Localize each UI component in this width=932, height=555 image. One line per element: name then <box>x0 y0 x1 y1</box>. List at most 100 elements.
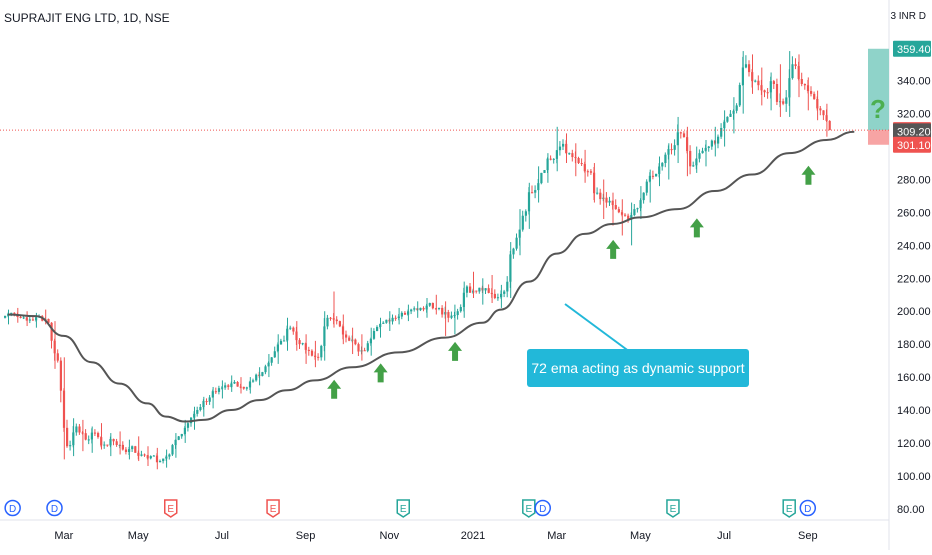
dividend-marker-icon[interactable]: D <box>4 499 21 517</box>
y-tick-label: 80.00 <box>897 504 925 516</box>
y-tick-label: 340.00 <box>897 76 931 88</box>
dividend-marker-icon[interactable]: D <box>534 499 551 517</box>
candle <box>819 105 822 116</box>
y-tick-label: 220.00 <box>897 273 931 285</box>
candle <box>534 185 537 199</box>
y-tick-label: 100.00 <box>897 471 931 483</box>
candle <box>338 320 341 328</box>
earnings-marker-icon[interactable]: E <box>666 499 680 518</box>
candle <box>822 110 825 120</box>
candle <box>524 209 527 222</box>
candle <box>28 317 31 324</box>
candle <box>273 346 276 358</box>
candle <box>115 438 118 447</box>
x-tick-label: Sep <box>296 530 316 542</box>
candle <box>772 79 775 90</box>
candle <box>97 431 100 439</box>
candle <box>4 315 7 319</box>
candle <box>655 173 658 177</box>
annotation-box[interactable] <box>527 349 749 387</box>
candle <box>31 316 35 321</box>
candle <box>69 440 72 451</box>
candle <box>645 179 648 196</box>
candle <box>152 454 155 457</box>
earnings-marker-icon[interactable]: E <box>522 499 536 518</box>
candle <box>679 131 682 139</box>
ema-72-line <box>7 130 855 423</box>
candle <box>558 141 562 156</box>
svg-text:309.20: 309.20 <box>897 126 931 138</box>
x-tick-label: Jul <box>215 530 229 542</box>
candle <box>329 317 332 321</box>
candle <box>301 342 304 346</box>
candle <box>624 213 627 217</box>
candle <box>124 447 128 455</box>
candle <box>205 398 208 405</box>
earnings-marker-icon[interactable]: E <box>266 499 280 518</box>
candle <box>214 387 217 394</box>
candle <box>605 192 608 208</box>
svg-text:D: D <box>51 504 58 515</box>
candle <box>543 170 546 174</box>
candle <box>720 123 723 139</box>
candle <box>121 441 124 451</box>
candle <box>562 139 565 151</box>
candle <box>50 322 53 349</box>
y-tick-label: 320.00 <box>897 109 931 121</box>
candle <box>447 309 450 323</box>
x-tick-label: May <box>630 530 651 542</box>
candle <box>642 192 645 204</box>
candle <box>673 139 676 156</box>
x-tick-label: Jul <box>717 530 731 542</box>
candle <box>450 311 453 320</box>
x-tick-label: Mar <box>547 530 566 542</box>
earnings-marker-icon[interactable]: E <box>782 499 796 518</box>
candle <box>419 307 422 312</box>
y-tick-label: 140.00 <box>897 405 931 417</box>
candle <box>515 233 518 251</box>
candle <box>131 445 134 452</box>
candle <box>828 120 831 131</box>
candle <box>385 319 388 324</box>
dividend-marker-icon[interactable]: D <box>799 499 817 517</box>
y-tick-label: 200.00 <box>897 306 931 318</box>
candle <box>496 293 500 301</box>
candle <box>803 83 806 90</box>
candle <box>782 98 785 106</box>
candle <box>208 395 211 405</box>
candle <box>484 288 487 295</box>
earnings-marker-icon[interactable]: E <box>396 499 410 518</box>
candle <box>162 458 165 464</box>
candle <box>775 78 779 106</box>
support-arrow-icon <box>327 379 342 399</box>
candle <box>87 435 90 445</box>
earnings-marker-icon[interactable]: E <box>164 499 178 518</box>
candle <box>617 206 620 214</box>
candle <box>394 315 397 321</box>
candle <box>391 314 394 325</box>
candle <box>456 308 459 320</box>
candle <box>289 325 292 331</box>
support-arrow-icon <box>801 165 816 185</box>
candle <box>682 131 686 138</box>
support-arrow-icon <box>689 218 704 238</box>
candle <box>633 203 636 217</box>
candle <box>310 349 314 357</box>
annotation-text: 72 ema acting as dynamic support <box>531 360 744 376</box>
x-tick-label: Mar <box>54 530 73 542</box>
candle <box>264 364 267 375</box>
candle <box>410 308 413 315</box>
candle <box>571 149 574 162</box>
candle <box>180 433 183 439</box>
dividend-marker-icon[interactable]: D <box>46 499 63 517</box>
candle <box>372 328 376 340</box>
candle <box>744 55 748 69</box>
candle <box>438 307 441 311</box>
candle <box>531 185 534 194</box>
symbol-title: SUPRAJIT ENG LTD, 1D, NSE <box>4 11 170 25</box>
candle <box>348 335 351 342</box>
candle <box>217 385 221 395</box>
candle <box>236 381 239 387</box>
x-tick-label: Nov <box>380 530 400 542</box>
